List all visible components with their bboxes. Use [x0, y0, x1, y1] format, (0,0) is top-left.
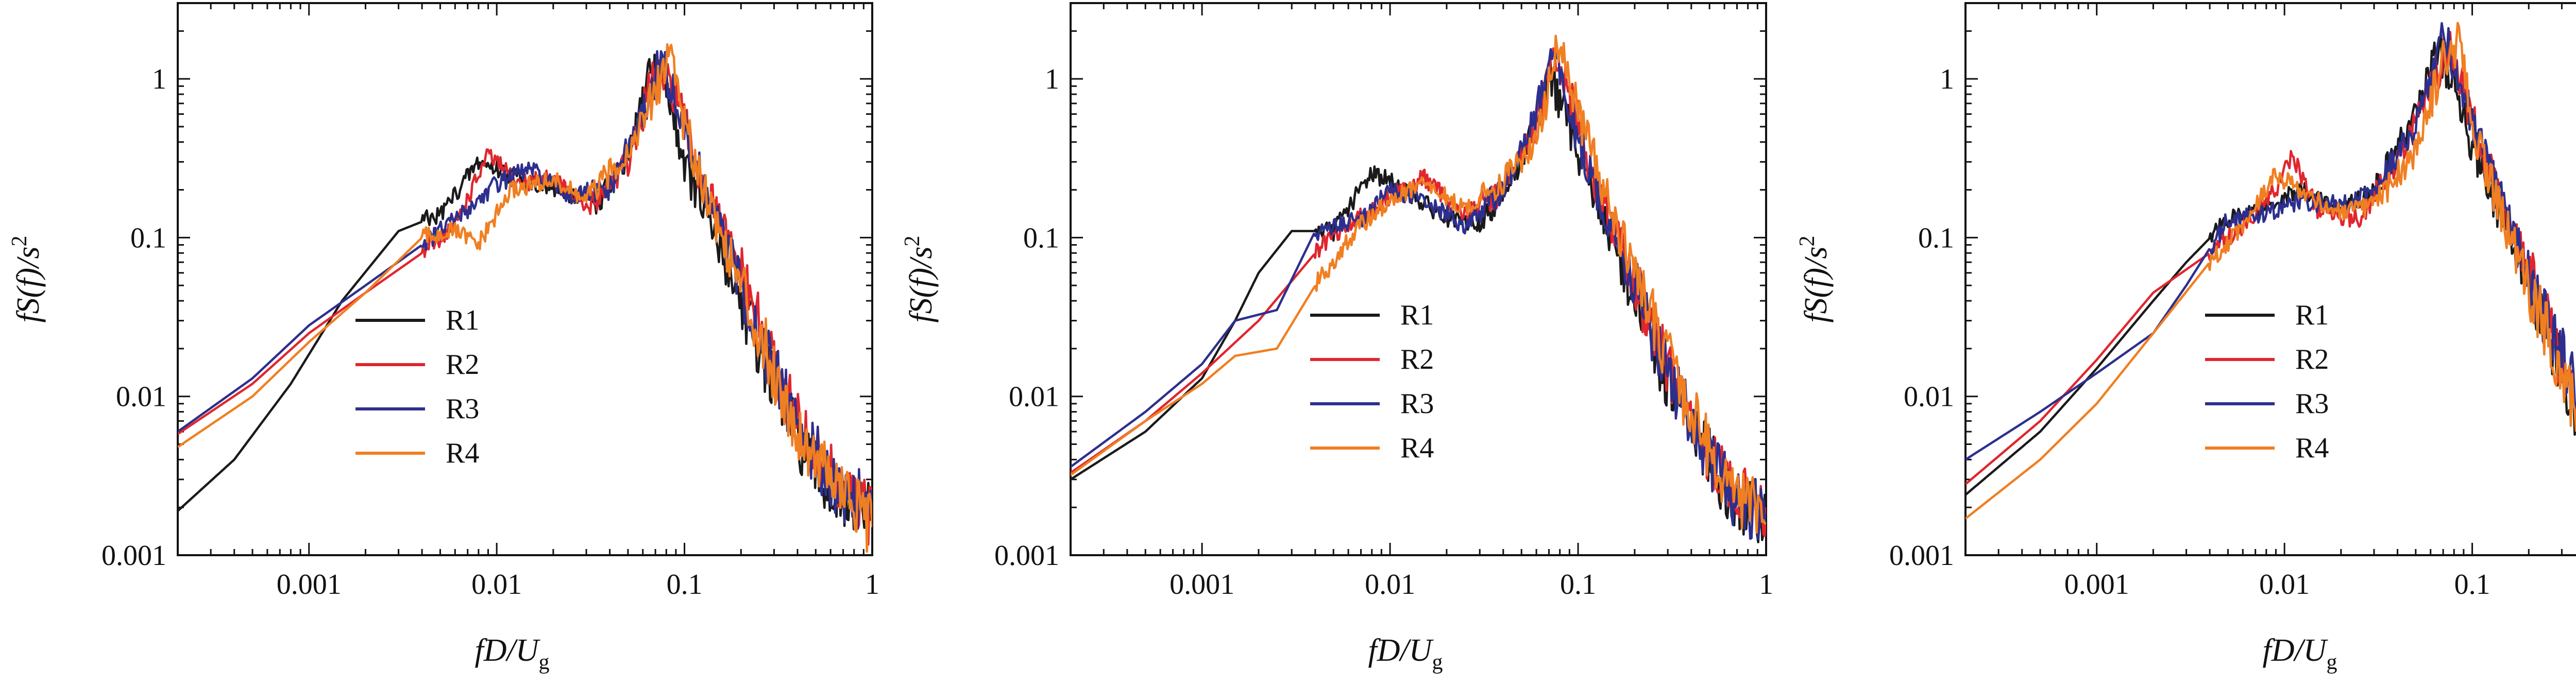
- x-tick-label: 0.001: [277, 569, 342, 601]
- x-tick-label: 0.01: [2259, 569, 2310, 601]
- panel-3: 0.0010.010.110.0010.010.11fD/UgfS(f)/s2R…: [1795, 2, 2576, 674]
- panel-1: 0.001 0.01 0.1 1 0.001 0.01 0.1 1 fD/Ug fS(f)/s2 R…: [8, 2, 879, 674]
- series-line-r4: [1965, 22, 2576, 520]
- series-group: [178, 43, 872, 553]
- legend-label-r4: R4: [446, 437, 479, 469]
- y-tick-label: 1: [1940, 63, 1954, 95]
- series-group: [1071, 35, 1766, 543]
- legend-label-r4: R4: [1400, 432, 1434, 464]
- y-tick-label: 0.1: [1918, 222, 1954, 254]
- y-axis-title-superscript: 2: [901, 235, 924, 246]
- y-axis-title-superscript: 2: [1795, 235, 1819, 246]
- y-tick-label: 0.01: [1009, 381, 1059, 413]
- x-tick-label: 0.1: [2454, 569, 2490, 601]
- y-tick-label: 0.01: [1904, 381, 1954, 413]
- x-axis-title-main: fD/U: [2263, 633, 2329, 668]
- x-tick-label: 1: [865, 569, 879, 601]
- x-tick-label: 0.01: [1365, 569, 1415, 601]
- y-tick-label: 1: [152, 63, 166, 95]
- legend-label-r2: R2: [446, 349, 479, 381]
- panel-2: 0.001 0.01 0.1 1 0.001 0.01 0.1 1 fD/Ug fS(f)/s2 R…: [901, 2, 1773, 674]
- plot-frame: [1964, 2, 2576, 556]
- legend-label-r4: R4: [2295, 432, 2329, 464]
- y-axis-title-superscript: 2: [8, 235, 31, 246]
- x-tick-label: 1: [1759, 569, 1773, 601]
- y-tick-label: 1: [1045, 63, 1059, 95]
- plot-frame: [1070, 2, 1767, 556]
- y-tick-label: 0.1: [1023, 222, 1059, 254]
- x-axis-title-subscript: g: [2327, 650, 2337, 674]
- x-axis-title: fD/Ug: [475, 633, 550, 674]
- x-axis-title: fD/Ug: [1368, 633, 1443, 674]
- x-tick-label: 0.01: [471, 569, 522, 601]
- legend-label-r1: R1: [446, 304, 479, 336]
- plot-frame: [177, 2, 873, 556]
- x-tick-label: 0.001: [1170, 569, 1234, 601]
- series-line-r3: [1965, 22, 2576, 461]
- legend-label-r2: R2: [1400, 344, 1434, 375]
- x-axis-title-subscript: g: [539, 650, 550, 674]
- legend-label-r2: R2: [2295, 344, 2329, 375]
- legend-label-r3: R3: [2295, 388, 2329, 420]
- y-tick-label: 0.001: [101, 540, 166, 572]
- legend-label-r1: R1: [1400, 299, 1434, 331]
- series-line-r4: [1071, 35, 1766, 534]
- y-tick-label: 0.001: [994, 540, 1059, 572]
- y-axis-title: fS(f)/s2: [901, 235, 939, 322]
- y-axis-title-main: fS(f)/s: [11, 246, 46, 322]
- x-axis-title-main: fD/U: [475, 633, 541, 668]
- y-tick-label: 0.001: [1889, 540, 1954, 572]
- x-axis-title: fD/Ug: [2263, 633, 2337, 674]
- x-tick-label: 0.1: [667, 569, 703, 601]
- legend-label-r3: R3: [446, 393, 479, 425]
- x-axis-title-subscript: g: [1432, 650, 1443, 674]
- series-group: [1965, 22, 2576, 520]
- x-tick-label: 0.001: [2064, 569, 2129, 601]
- x-tick-label: 0.1: [1560, 569, 1596, 601]
- y-axis-title: fS(f)/s2: [1795, 235, 1834, 322]
- x-axis-title-main: fD/U: [1368, 633, 1434, 668]
- legend-label-r3: R3: [1400, 388, 1434, 420]
- series-line-r4: [178, 43, 872, 553]
- y-tick-label: 0.1: [130, 222, 166, 254]
- y-axis-title: fS(f)/s2: [8, 235, 46, 322]
- y-axis-title-main: fS(f)/s: [1799, 246, 1834, 322]
- y-axis-title-main: fS(f)/s: [904, 246, 939, 322]
- y-tick-label: 0.01: [116, 381, 166, 413]
- legend-label-r1: R1: [2295, 299, 2329, 331]
